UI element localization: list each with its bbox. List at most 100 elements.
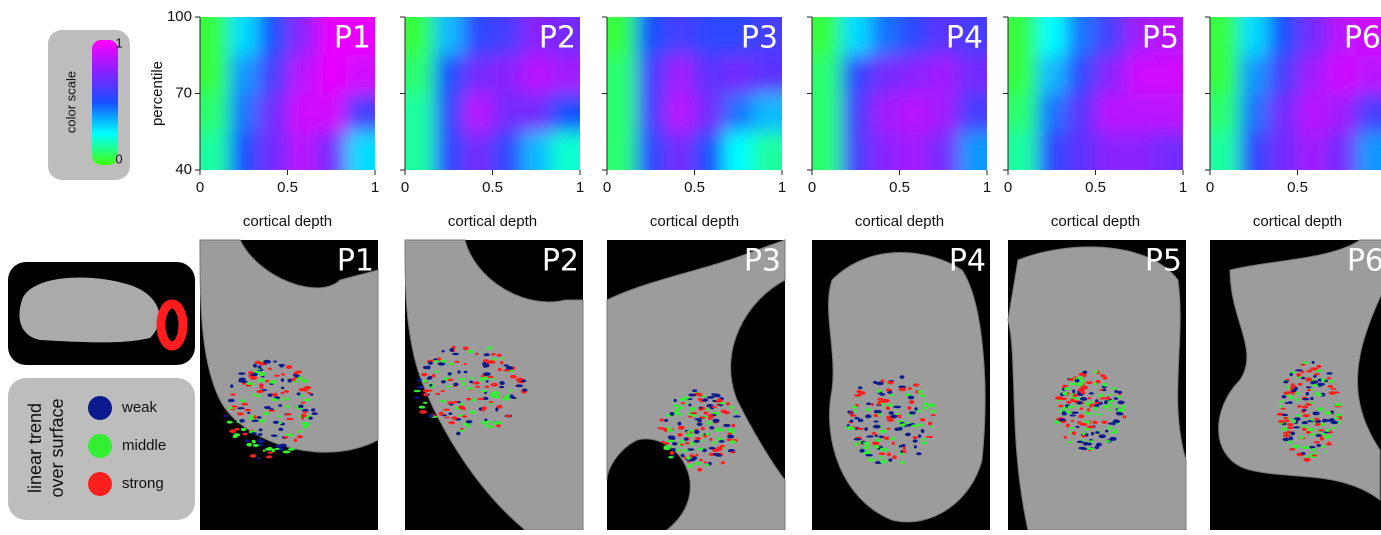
heatmap-cell <box>1125 132 1155 191</box>
surface-dot <box>515 384 523 387</box>
surface-dot <box>284 390 289 393</box>
surface-dot <box>1316 434 1322 437</box>
surface-dot <box>481 377 488 380</box>
surface-dot <box>912 424 917 427</box>
heatmap-cell <box>346 55 396 94</box>
surface-dot <box>1105 430 1108 433</box>
surface-dot <box>686 431 690 433</box>
surface-dot <box>1108 409 1112 411</box>
heatmap-cell <box>493 0 523 56</box>
surface-dot <box>1062 411 1065 414</box>
surface-dot <box>252 393 256 395</box>
surface-dot <box>1116 396 1122 398</box>
surface-dot <box>882 399 890 403</box>
surface-dot <box>423 380 427 383</box>
colorbar-tick-label: 1 <box>115 35 122 50</box>
surface-dot <box>1307 389 1311 391</box>
surface-dot <box>303 424 309 426</box>
surface-dot <box>1302 409 1306 411</box>
heatmap-cell <box>385 0 435 56</box>
heatmap-cell <box>229 55 259 94</box>
surface-dot <box>1290 373 1293 376</box>
surface-dot <box>423 389 431 392</box>
heatmap-cell <box>929 132 959 191</box>
surface-dot <box>470 377 474 379</box>
surface-dot <box>257 379 265 383</box>
surface-dot <box>1294 392 1299 395</box>
surface-dot <box>866 402 871 405</box>
surface-dot <box>495 408 498 412</box>
surface-dot <box>908 396 914 400</box>
surface-dot <box>879 456 883 459</box>
heatmap-cell <box>929 55 959 94</box>
surface-dot <box>903 446 906 450</box>
surface-dot <box>1283 434 1290 437</box>
surface-dot <box>894 428 900 431</box>
surface-dot <box>703 435 707 438</box>
colorbar-tick-label: 0 <box>115 151 122 166</box>
surface-dot <box>730 451 736 453</box>
surface-dot <box>227 421 233 424</box>
surface-dot <box>695 454 698 457</box>
surface-dot <box>267 393 272 397</box>
heatmap-cell <box>1096 55 1126 94</box>
surface-dot <box>692 389 697 392</box>
surface-dot <box>1330 388 1336 390</box>
legend-label: weak <box>121 399 158 416</box>
heatmap-cell <box>346 94 396 133</box>
surface-dot <box>921 429 925 433</box>
surface-dot <box>1307 428 1315 431</box>
surface-dot <box>461 382 465 386</box>
surface-dot <box>865 414 871 418</box>
surface-dot <box>441 390 445 392</box>
surface-dot <box>1117 408 1124 411</box>
surface-dot <box>247 412 250 414</box>
heatmap-cell <box>870 55 900 94</box>
x-axis-label: cortical depth <box>855 213 944 230</box>
surface-dot <box>694 462 701 465</box>
heatmap-cell <box>665 55 695 94</box>
surface-dot <box>726 402 731 405</box>
surface-dot <box>863 446 869 449</box>
surface-dot <box>873 420 878 422</box>
surface-dot <box>250 454 256 458</box>
heatmap-cell <box>958 94 1008 133</box>
heatmap-cell <box>929 94 959 133</box>
surface-dot <box>694 440 700 443</box>
surface-dot <box>1094 371 1099 374</box>
surface-dot <box>698 448 704 451</box>
surface-dot <box>1287 426 1293 429</box>
surface-dot <box>503 396 506 399</box>
surface-dot <box>311 408 315 411</box>
surface-dot <box>1312 455 1318 457</box>
surface-dot <box>679 412 682 416</box>
heatmap-cell <box>1239 132 1269 191</box>
surface-dot <box>1284 419 1290 422</box>
surface-dot <box>685 402 688 405</box>
surface-dot <box>1089 404 1092 408</box>
heatmap-cell <box>1037 55 1067 94</box>
x-tick-label: 0.5 <box>1085 179 1106 196</box>
surface-dot <box>1296 414 1301 417</box>
heatmap-cell <box>870 94 900 133</box>
surface-dot <box>452 353 459 355</box>
surface-dot <box>1327 435 1332 439</box>
surface-dot <box>1305 456 1308 458</box>
surface-dot <box>284 405 290 407</box>
surface-dot <box>890 394 894 397</box>
surface-dot <box>1330 421 1338 424</box>
heatmap-cell <box>1037 0 1067 56</box>
heatmap-cell <box>724 132 754 191</box>
surface-dot <box>865 454 872 457</box>
surface-dot <box>887 452 891 456</box>
surface-dot <box>704 464 709 466</box>
surface-dot <box>1098 394 1104 397</box>
surface-dot <box>699 407 702 409</box>
surface-dot <box>1317 394 1322 396</box>
x-axis-label: cortical depth <box>448 213 537 230</box>
surface-dot <box>1067 441 1073 443</box>
surface-dot <box>1084 428 1091 431</box>
heatmap-cell <box>493 55 523 94</box>
surface-dot <box>490 383 498 387</box>
surface-dot <box>506 366 513 370</box>
